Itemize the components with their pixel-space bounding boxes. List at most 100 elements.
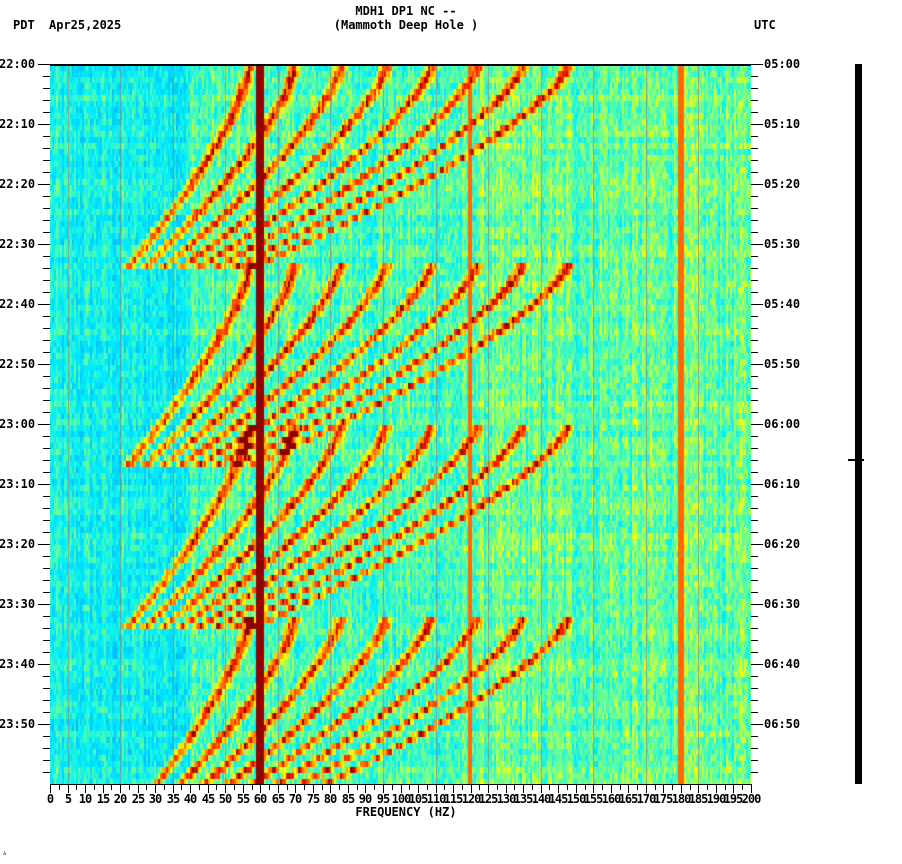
x-tick	[436, 784, 437, 793]
y-tick-label: 05:50	[764, 357, 801, 371]
y-tick	[751, 292, 758, 293]
right-timezone-label: UTC	[754, 18, 776, 32]
y-tick	[751, 664, 763, 665]
date-label: Apr25,2025	[49, 18, 122, 32]
y-tick	[751, 676, 758, 677]
y-tick	[43, 640, 50, 641]
y-tick	[43, 472, 50, 473]
x-tick-label: 85	[341, 792, 355, 806]
x-tick	[541, 784, 542, 793]
y-tick	[43, 376, 50, 377]
x-tick	[365, 784, 366, 793]
x-tick	[322, 784, 323, 790]
y-tick	[751, 172, 758, 173]
y-tick-label: 22:40	[0, 297, 36, 311]
x-tick-label: 165	[618, 792, 639, 806]
y-tick	[38, 664, 50, 665]
x-tick	[94, 784, 95, 790]
x-tick	[646, 784, 647, 793]
y-tick	[43, 232, 50, 233]
x-tick-label: 110	[426, 792, 447, 806]
x-tick	[444, 784, 445, 790]
x-tick-label: 0	[46, 792, 54, 806]
y-tick	[751, 124, 763, 125]
y-tick	[38, 304, 50, 305]
y-tick-label: 05:30	[764, 237, 801, 251]
y-tick	[43, 748, 50, 749]
x-tick	[672, 784, 673, 790]
x-tick	[243, 784, 244, 793]
y-tick	[43, 100, 50, 101]
x-tick	[348, 784, 349, 793]
y-tick	[43, 556, 50, 557]
y-tick	[43, 616, 50, 617]
y-tick-label: 23:00	[0, 417, 36, 431]
x-tick	[514, 784, 515, 790]
x-tick-label: 20	[113, 792, 127, 806]
y-tick	[751, 748, 758, 749]
y-tick-label: 23:50	[0, 717, 36, 731]
logo-icon: ∴	[3, 850, 7, 857]
y-tick	[43, 448, 50, 449]
y-tick	[751, 508, 758, 509]
y-tick	[43, 316, 50, 317]
y-tick-label: 06:10	[764, 477, 801, 491]
y-tick-label: 23:30	[0, 597, 36, 611]
y-tick	[43, 520, 50, 521]
x-tick	[339, 784, 340, 790]
x-tick	[85, 784, 86, 793]
x-tick	[567, 784, 568, 790]
y-tick	[751, 112, 758, 113]
y-tick-label: 23:40	[0, 657, 36, 671]
x-tick	[252, 784, 253, 790]
y-tick	[43, 112, 50, 113]
x-tick	[453, 784, 454, 793]
y-tick	[43, 256, 50, 257]
y-tick	[751, 616, 758, 617]
x-tick	[50, 784, 51, 793]
y-tick	[43, 496, 50, 497]
y-tick	[751, 724, 763, 725]
seismogram-trace	[855, 64, 862, 784]
x-tick	[418, 784, 419, 793]
y-tick	[751, 700, 758, 701]
y-tick	[751, 256, 758, 257]
x-tick-label: 50	[218, 792, 232, 806]
x-tick-label: 105	[408, 792, 429, 806]
y-tick-label: 22:10	[0, 117, 36, 131]
y-tick	[751, 304, 763, 305]
y-tick	[43, 700, 50, 701]
x-tick	[707, 784, 708, 790]
y-tick	[43, 400, 50, 401]
y-tick	[751, 484, 763, 485]
x-tick-label: 40	[183, 792, 197, 806]
y-tick	[38, 244, 50, 245]
x-tick-label: 65	[271, 792, 285, 806]
y-tick	[43, 160, 50, 161]
x-tick-label: 155	[583, 792, 604, 806]
x-tick-label: 95	[376, 792, 390, 806]
y-tick-label: 06:20	[764, 537, 801, 551]
x-tick-label: 190	[706, 792, 727, 806]
y-tick	[43, 592, 50, 593]
x-tick	[181, 784, 182, 790]
x-tick	[216, 784, 217, 790]
x-tick	[304, 784, 305, 790]
y-tick	[43, 340, 50, 341]
y-tick	[751, 568, 758, 569]
x-tick-label: 170	[636, 792, 657, 806]
y-tick	[751, 652, 758, 653]
x-tick-label: 140	[531, 792, 552, 806]
y-tick-label: 22:50	[0, 357, 36, 371]
y-tick	[43, 772, 50, 773]
x-tick	[716, 784, 717, 793]
x-tick	[523, 784, 524, 793]
x-tick	[401, 784, 402, 793]
x-tick-label: 125	[478, 792, 499, 806]
x-tick	[637, 784, 638, 790]
x-tick-label: 120	[461, 792, 482, 806]
x-tick	[593, 784, 594, 793]
x-tick	[199, 784, 200, 790]
y-tick	[43, 652, 50, 653]
y-tick-label: 06:00	[764, 417, 801, 431]
